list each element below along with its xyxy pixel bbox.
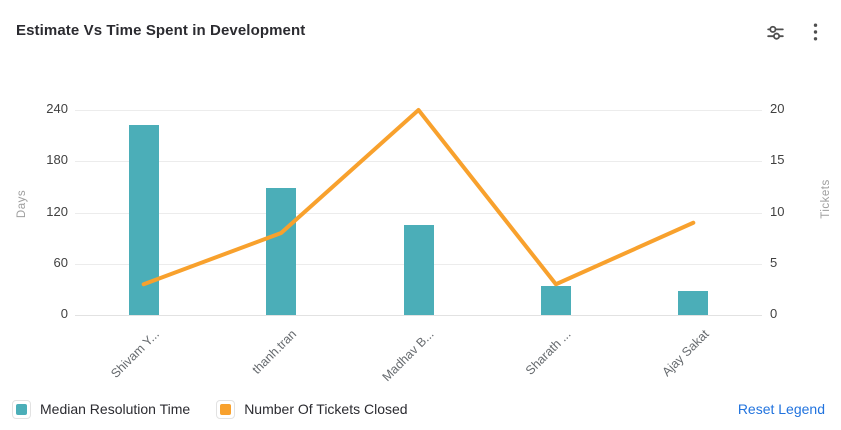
legend-swatch-icon bbox=[216, 399, 236, 419]
gridline bbox=[75, 161, 762, 163]
x-axis-label: Sharath ... bbox=[523, 327, 574, 378]
chart-legend-row: Median Resolution Time Number Of Tickets … bbox=[12, 395, 825, 423]
right-axis-title: Tickets bbox=[819, 179, 832, 219]
right-axis-tick-label: 5 bbox=[770, 254, 778, 270]
page-title: Estimate Vs Time Spent in Development bbox=[16, 22, 306, 39]
x-axis-label: Madhav B... bbox=[379, 327, 437, 385]
right-axis-tick-label: 15 bbox=[770, 152, 785, 168]
chart-legend: Median Resolution Time Number Of Tickets … bbox=[12, 399, 408, 419]
right-axis-tick-label: 10 bbox=[770, 203, 785, 219]
bar-shivam-y-[interactable] bbox=[128, 125, 159, 315]
legend-item-median-resolution-time[interactable]: Median Resolution Time bbox=[12, 399, 191, 419]
left-axis-tick-label: 0 bbox=[60, 306, 68, 321]
legend-item-label: Median Resolution Time bbox=[40, 401, 191, 417]
kebab-menu-icon[interactable] bbox=[803, 20, 827, 44]
gridline bbox=[75, 212, 762, 214]
x-axis-label: thanh.tran bbox=[249, 327, 300, 377]
bar-sharath-[interactable] bbox=[540, 285, 571, 315]
kebab-menu-icon-svg bbox=[813, 23, 817, 41]
gridline bbox=[75, 110, 762, 111]
legend-item-tickets-closed[interactable]: Number Of Tickets Closed bbox=[216, 399, 408, 419]
bar-ajay-sakat[interactable] bbox=[678, 291, 709, 315]
bar-madhav-b-[interactable] bbox=[403, 225, 434, 315]
left-axis-tick-label: 120 bbox=[46, 203, 68, 219]
gridline bbox=[75, 315, 762, 316]
x-axis-label: Ajay Sakat bbox=[659, 327, 712, 380]
reset-legend-link[interactable]: Reset Legend bbox=[737, 401, 825, 417]
x-axis-label: Shivam Y... bbox=[107, 327, 162, 381]
bar-thanh-tran[interactable] bbox=[266, 187, 297, 315]
header-actions bbox=[763, 20, 827, 44]
legend-item-label: Number Of Tickets Closed bbox=[244, 401, 408, 417]
sliders-icon[interactable] bbox=[763, 20, 787, 44]
left-axis-title: Days bbox=[16, 189, 29, 219]
right-axis-tick-label: 20 bbox=[770, 101, 785, 116]
left-axis-tick-label: 60 bbox=[53, 254, 68, 270]
left-axis-tick-label: 180 bbox=[46, 152, 68, 168]
left-axis-tick-label: 240 bbox=[46, 101, 68, 116]
right-axis-tick-label: 0 bbox=[770, 306, 778, 321]
sliders-icon-svg bbox=[766, 25, 784, 40]
legend-swatch-icon bbox=[12, 399, 31, 419]
